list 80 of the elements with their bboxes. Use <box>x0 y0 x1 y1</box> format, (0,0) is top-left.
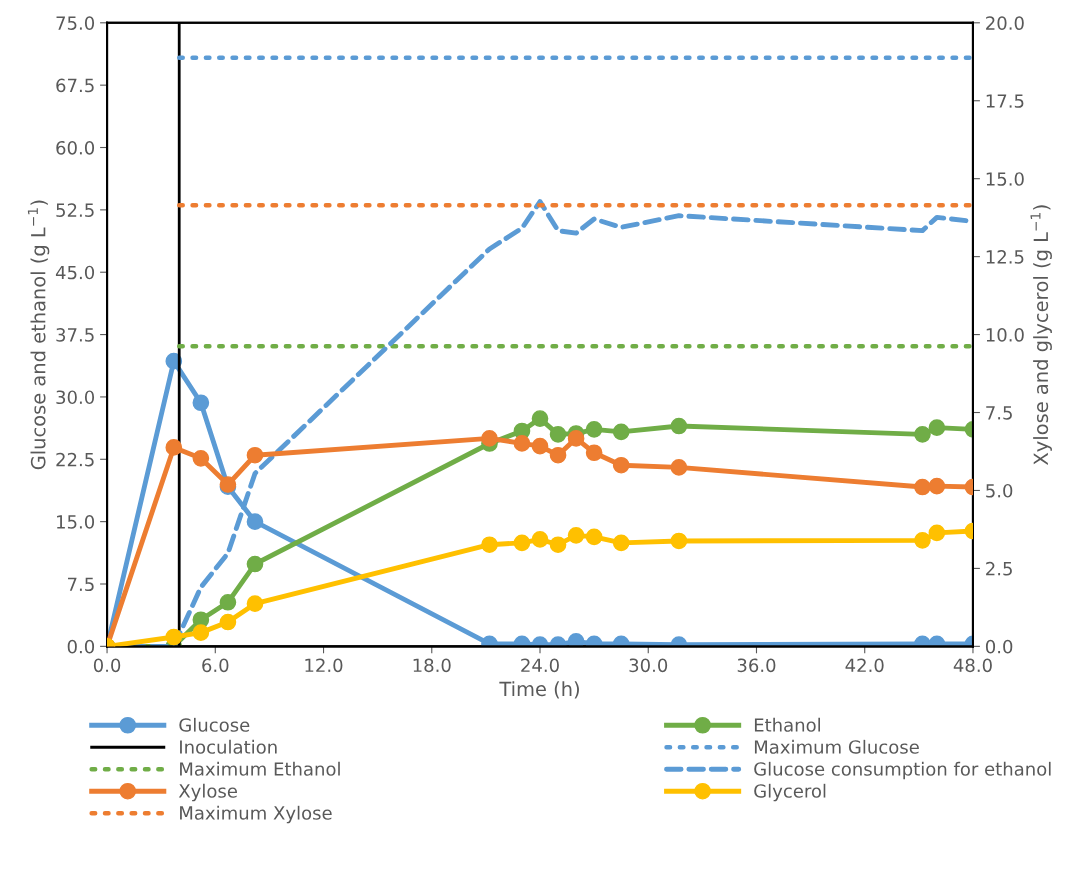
x-tick-label: 18.0 <box>413 658 451 673</box>
y-tick-label: 37.5 <box>56 328 94 342</box>
point <box>670 532 688 550</box>
y-tick-label: 75.0 <box>56 16 95 30</box>
point <box>192 624 210 641</box>
point <box>914 426 931 443</box>
point <box>219 593 237 611</box>
point <box>219 613 237 631</box>
point <box>165 628 183 646</box>
point <box>549 446 567 464</box>
point <box>567 527 585 544</box>
y2-axis-title: Xylose and glycerol (g L$^{−1}$) <box>1030 205 1052 465</box>
point <box>928 524 946 542</box>
x-axis-title: Time (h) <box>499 681 579 699</box>
point <box>612 423 630 441</box>
point <box>481 430 498 447</box>
point <box>481 536 498 554</box>
point <box>246 446 264 464</box>
y2-tick-label: 5.0 <box>986 483 1013 498</box>
point <box>567 430 585 447</box>
point <box>585 528 603 546</box>
point <box>585 421 603 438</box>
point <box>928 477 946 495</box>
y-tick-label: 7.5 <box>68 577 94 592</box>
point <box>531 437 549 455</box>
point <box>567 633 585 647</box>
legend-label: Xylose <box>178 783 237 802</box>
point <box>585 444 603 462</box>
y-axis-title: Glucose and ethanol (g L$^{−1}$) <box>27 200 50 470</box>
y-tick-label: 30.0 <box>56 390 95 405</box>
y-tick-label: 60.0 <box>56 140 95 155</box>
y2-tick-label: 17.5 <box>986 94 1024 108</box>
y2-tick-label: 15.0 <box>986 172 1024 186</box>
y-tick-label: 45.0 <box>55 265 95 280</box>
x-tick-label: 48.0 <box>953 658 992 673</box>
point <box>914 532 931 549</box>
point <box>246 555 264 573</box>
point <box>246 513 264 530</box>
y2-tick-label: 2.5 <box>986 561 1012 576</box>
y2-tick-label: 10.0 <box>986 328 1024 342</box>
point <box>549 536 567 554</box>
point <box>549 426 567 443</box>
point <box>670 459 688 476</box>
y2-tick-label: 0.0 <box>985 639 1013 654</box>
legend-label: Glycerol <box>754 783 826 802</box>
point <box>612 534 630 552</box>
point <box>914 478 931 496</box>
y-tick-label: 52.5 <box>56 203 94 217</box>
y2-tick-label: 20.0 <box>986 16 1024 30</box>
legend-label: Ethanol <box>754 717 820 732</box>
point <box>531 531 549 548</box>
point <box>165 439 183 456</box>
x-tick-label: 6.0 <box>202 658 229 673</box>
legend-label: Maximum Ethanol <box>180 761 340 776</box>
y2-tick-label: 7.5 <box>986 406 1012 420</box>
y-tick-label: 15.0 <box>57 515 95 529</box>
legend-label: Glucose <box>179 717 250 732</box>
point <box>513 534 531 552</box>
y-tick-label: 67.5 <box>56 78 94 93</box>
point <box>192 394 210 412</box>
x-tick-label: 36.0 <box>737 658 776 673</box>
legend-label: Maximum Xylose <box>180 805 332 824</box>
point <box>531 410 549 427</box>
point <box>192 450 210 467</box>
x-tick-label: 12.0 <box>305 658 343 673</box>
x-tick-label: 0.0 <box>93 658 121 673</box>
legend-label: Maximum Glucose <box>754 739 919 754</box>
legend-label: Glucose consumption for ethanol <box>754 761 1051 780</box>
x-tick-label: 30.0 <box>629 658 668 673</box>
y-tick-label: 22.5 <box>56 452 94 467</box>
y-tick-label: 0.0 <box>67 639 95 654</box>
point <box>612 456 630 474</box>
point <box>246 595 264 612</box>
x-tick-label: 42.0 <box>845 658 884 673</box>
point <box>513 435 531 452</box>
y2-tick-label: 12.5 <box>986 250 1024 264</box>
point <box>670 417 688 435</box>
legend-label: Inoculation <box>180 739 277 754</box>
x-tick-label: 24.0 <box>521 658 559 673</box>
point <box>928 419 946 437</box>
